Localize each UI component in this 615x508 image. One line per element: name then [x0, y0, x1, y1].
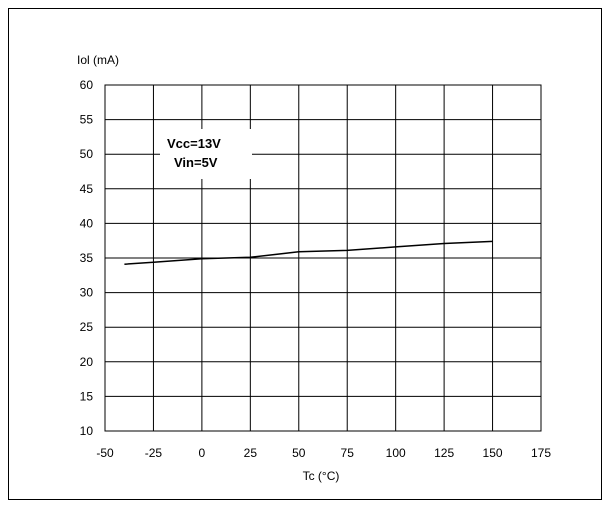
series-line: [124, 240, 493, 265]
x-axis-label: Tc (°C): [303, 469, 340, 483]
y-tick-labels: 10 15 20 25 30 35 40 45 50 55 60: [80, 78, 94, 438]
x-tick-label: 100: [386, 446, 406, 460]
series-group: [124, 240, 493, 265]
annotation-box: [160, 129, 252, 179]
y-tick-label: 35: [80, 251, 94, 265]
y-tick-label: 40: [80, 216, 94, 230]
y-tick-label: 30: [80, 286, 94, 300]
y-tick-label: 20: [80, 355, 94, 369]
x-tick-label: -50: [96, 446, 114, 460]
x-tick-labels: -50 -25 0 25 50 75 100 125 150 175: [96, 446, 551, 460]
x-tick-label: 125: [434, 446, 454, 460]
y-axis-label: Iol (mA): [77, 53, 119, 67]
figure-frame: [8, 8, 602, 500]
x-tick-label: -25: [145, 446, 163, 460]
y-tick-label: 10: [80, 424, 94, 438]
x-tick-label: 25: [244, 446, 258, 460]
y-tick-label: 15: [80, 389, 94, 403]
plot-area-border: [104, 84, 542, 432]
y-tick-label: 60: [80, 78, 94, 92]
x-tick-label: 75: [341, 446, 355, 460]
y-tick-label: 55: [80, 113, 94, 127]
x-tick-label: 0: [199, 446, 206, 460]
y-tick-label: 50: [80, 147, 94, 161]
y-tick-label: 45: [80, 182, 94, 196]
annotation-vcc: Vcc=13V: [167, 136, 221, 151]
x-tick-label: 50: [292, 446, 306, 460]
y-tick-label: 25: [80, 320, 94, 334]
x-tick-label: 175: [531, 446, 551, 460]
annotation-vin: Vin=5V: [174, 155, 218, 170]
x-tick-label: 150: [483, 446, 503, 460]
